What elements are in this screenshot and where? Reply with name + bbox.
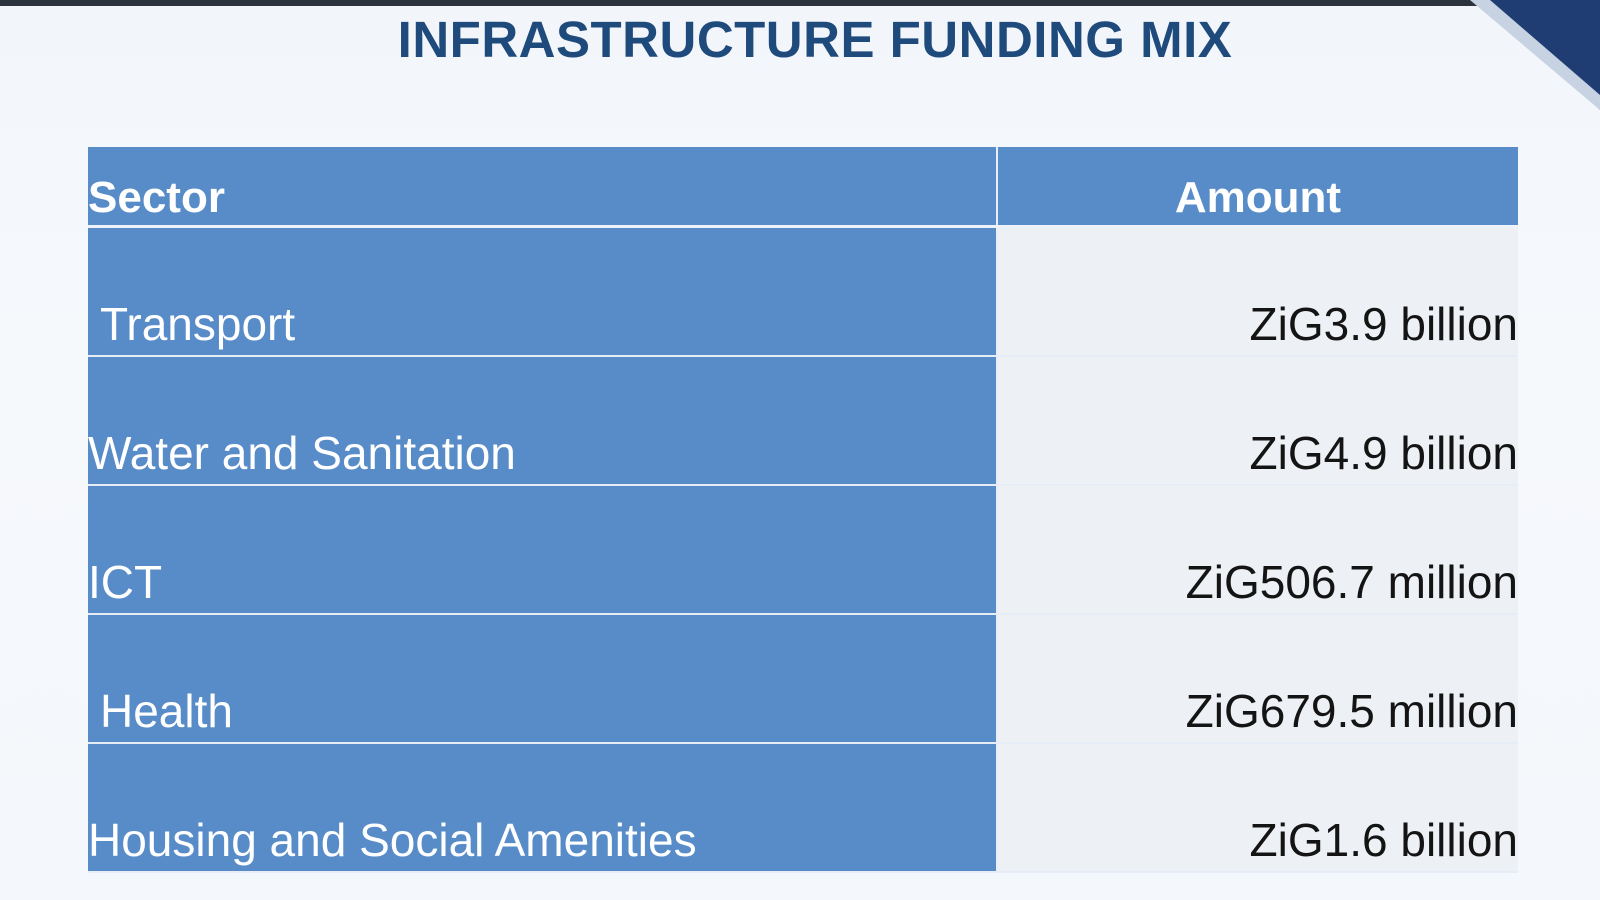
sector-label: Transport <box>100 298 296 350</box>
top-border-strip <box>0 0 1600 6</box>
funding-table: Sector Amount Transport ZiG3.9 billion W… <box>88 147 1518 873</box>
amount-cell: ZiG506.7 million <box>997 485 1518 615</box>
table-row: ICT ZiG506.7 million <box>88 485 1518 615</box>
table-row: Housing and Social Amenities ZiG1.6 bill… <box>88 743 1518 873</box>
amount-cell: ZiG679.5 million <box>997 614 1518 744</box>
sector-label: Health <box>100 685 233 737</box>
table-row: Water and Sanitation ZiG4.9 billion <box>88 356 1518 486</box>
table-row: Health ZiG679.5 million <box>88 614 1518 744</box>
funding-table-container: Sector Amount Transport ZiG3.9 billion W… <box>88 147 1518 873</box>
sector-cell: Transport <box>88 226 998 357</box>
table-header-row: Sector Amount <box>88 147 1518 228</box>
table-row: Transport ZiG3.9 billion <box>88 226 1518 357</box>
column-header-amount: Amount <box>997 147 1518 228</box>
amount-cell: ZiG3.9 billion <box>997 226 1518 357</box>
sector-cell: Health <box>88 614 998 744</box>
corner-accent-decoration <box>1470 0 1600 110</box>
amount-cell: ZiG4.9 billion <box>997 356 1518 486</box>
column-header-sector: Sector <box>88 147 998 228</box>
sector-cell: ICT <box>88 485 998 615</box>
sector-cell: Water and Sanitation <box>88 356 998 486</box>
amount-cell: ZiG1.6 billion <box>997 743 1518 873</box>
page-title: INFRASTRUCTURE FUNDING MIX <box>397 11 1233 68</box>
sector-cell: Housing and Social Amenities <box>88 743 998 873</box>
